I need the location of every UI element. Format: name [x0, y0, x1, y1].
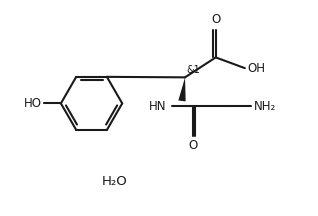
Text: HO: HO [24, 97, 42, 110]
Text: O: O [211, 13, 220, 26]
Text: HN: HN [149, 100, 167, 113]
Text: NH₂: NH₂ [253, 100, 276, 113]
Text: &1: &1 [186, 65, 200, 75]
Text: OH: OH [247, 62, 265, 75]
Text: H₂O: H₂O [102, 175, 128, 188]
Polygon shape [178, 77, 186, 102]
Text: O: O [188, 139, 197, 152]
